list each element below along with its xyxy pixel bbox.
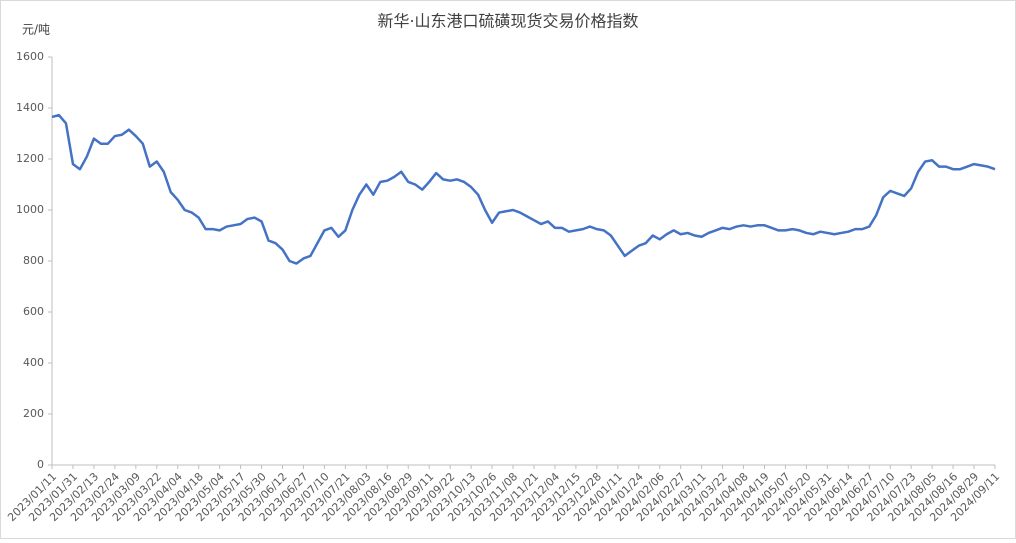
- data-line: [51, 113, 996, 265]
- y-tick-label: 1000: [16, 203, 44, 216]
- y-tick-label: 0: [37, 458, 44, 471]
- y-tick-label: 1600: [16, 50, 44, 63]
- y-tick-label: 400: [23, 356, 44, 369]
- y-tick-label: 800: [23, 254, 44, 267]
- y-tick-label: 1400: [16, 101, 44, 114]
- chart-title: 新华·山东港口硫磺现货交易价格指数: [377, 12, 638, 31]
- y-tick-label: 600: [23, 305, 44, 318]
- y-tick-label: 200: [23, 407, 44, 420]
- y-tick-label: 1200: [16, 152, 44, 165]
- y-axis-label: 元/吨: [22, 23, 50, 37]
